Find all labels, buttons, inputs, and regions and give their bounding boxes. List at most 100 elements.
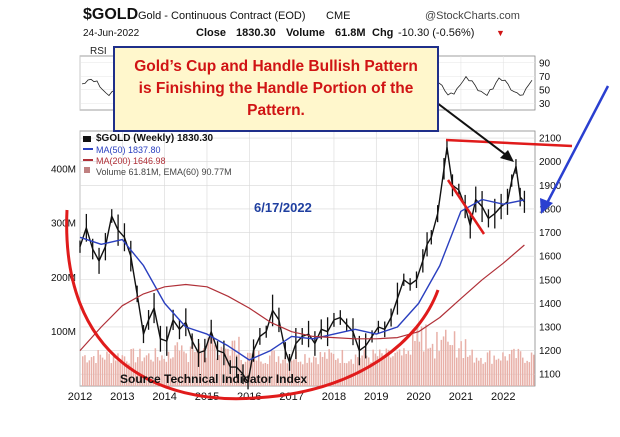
volume-bar [504,356,506,386]
volume-bar [436,331,438,386]
volume-bar [374,353,377,386]
volume-bar [255,360,258,386]
volume-bar [445,329,447,386]
volume-bar [394,352,396,386]
volume-bar [266,363,269,386]
volume-bar [251,353,253,386]
volume-bar [304,354,306,386]
volume-bar [119,361,121,386]
x-tick-label: 2022 [491,391,515,403]
volume-bar [86,362,88,386]
volume-bar [473,362,476,386]
volume-bar [88,360,91,386]
volume-bar [495,359,498,386]
volume-bar [324,352,326,386]
volume-value: 61.8M [335,27,366,39]
volume-bar [141,361,143,386]
volume-bar [148,353,150,386]
volume-bar [196,349,198,386]
volume-bar [429,347,432,386]
volume-bar [176,342,179,386]
x-tick-label: 2014 [152,391,176,403]
volume-tick-label: 100M [51,327,76,338]
volume-bar [497,358,500,386]
volume-bar [174,345,176,386]
source-label: @StockCharts.com [425,10,520,22]
volume-bar [493,355,495,386]
volume-bar [194,351,196,386]
volume-bar [262,363,264,386]
volume-bar [528,362,531,386]
volume-bar [420,326,423,386]
volume-bar [423,351,425,386]
volume-bar [308,357,311,386]
volume-bar [167,351,170,386]
volume-tick-label: 200M [51,273,76,284]
volume-bar [398,349,401,386]
volume-bar [335,359,337,386]
volume-bar [326,358,328,386]
volume-bar [339,363,341,386]
volume-bar [132,348,135,386]
volume-bar [227,348,229,386]
volume-bar [291,360,293,386]
volume-bar [93,356,95,386]
volume-tick-label: 300M [51,219,76,230]
volume-bar [269,355,271,386]
volume-bar [163,358,165,386]
volume-bar [209,333,212,386]
volume-bar [330,352,333,386]
volume-bar [145,355,148,386]
volume-bar [172,357,174,386]
volume-bar [106,351,108,386]
chart-name: Gold - Continuous Contract (EOD) [138,10,306,22]
volume-bar [220,346,223,386]
x-tick-label: 2012 [68,391,92,403]
volume-bar [277,356,280,386]
volume-bar [214,344,216,386]
volume-bar [192,338,194,386]
volume-bar [447,341,449,386]
volume-bar [376,356,379,386]
volume-bar [165,361,168,386]
volume-bar [205,357,207,386]
rsi-tick-label: 90 [539,58,551,69]
chart-symbol: $GOLD [83,6,139,23]
y-tick-label: 1200 [539,346,562,357]
volume-bar [313,356,315,386]
volume-bar [458,348,460,386]
x-tick-label: 2013 [110,391,134,403]
ma50-line [79,198,525,361]
change-down-icon: ▼ [496,28,505,38]
volume-bar [368,357,370,386]
volume-bar [365,355,368,386]
volume-bar [502,352,504,386]
volume-bar [412,330,414,386]
volume-bar [482,363,484,386]
volume-bar [293,359,295,386]
volume-bar [110,363,113,386]
volume-bar [392,356,394,386]
volume-bar [233,340,236,386]
volume-bar [203,348,205,386]
y-tick-label: 1800 [539,204,562,215]
volume-bar [260,361,262,386]
volume-bar [200,352,203,386]
volume-bar [341,349,344,386]
exchange-label: CME [326,10,351,22]
volume-bar [117,353,119,386]
volume-bar [288,358,291,386]
volume-bar [112,356,115,386]
volume-bar [282,359,284,386]
volume-legend: Volume 61.81M, EMA(60) 90.77M [96,167,232,177]
volume-bar [438,351,440,386]
volume-bar [489,350,491,386]
volume-bar [434,358,436,386]
volume-bar [137,357,139,386]
volume-bar [139,348,141,386]
volume-bar [104,359,106,386]
volume-bar [84,355,86,386]
y-tick-label: 2000 [539,157,562,168]
ma200-legend: MA(200) 1646.98 [96,156,166,166]
x-tick-label: 2019 [364,391,388,403]
